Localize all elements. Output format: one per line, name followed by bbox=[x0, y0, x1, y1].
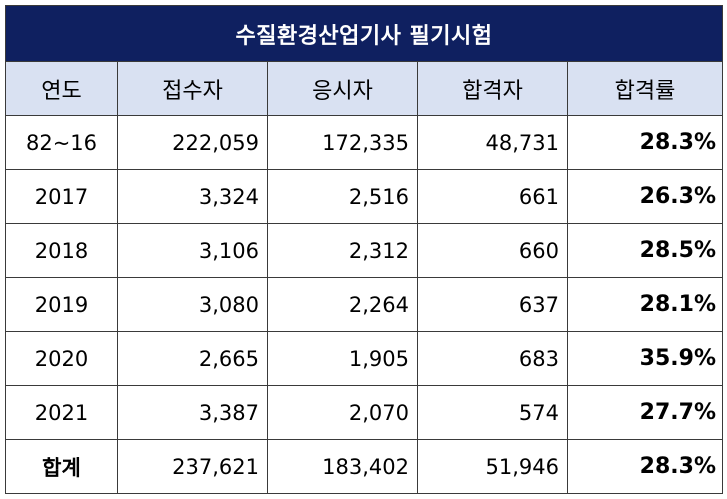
cell-pass-rate: 28.5% bbox=[567, 223, 723, 278]
total-row: 합계 237,621 183,402 51,946 28.3% bbox=[5, 439, 723, 494]
cell-examinees: 2,070 bbox=[267, 385, 418, 440]
cell-applicants: 3,387 bbox=[117, 385, 268, 440]
cell-pass-rate: 28.3% bbox=[567, 115, 723, 170]
cell-examinees: 172,335 bbox=[267, 115, 418, 170]
cell-applicants: 222,059 bbox=[117, 115, 268, 170]
cell-year: 82~16 bbox=[5, 115, 118, 170]
total-passers: 51,946 bbox=[417, 439, 568, 494]
header-passers: 합격자 bbox=[417, 61, 568, 116]
cell-passers: 574 bbox=[417, 385, 568, 440]
total-pass-rate: 28.3% bbox=[567, 439, 723, 494]
cell-applicants: 3,106 bbox=[117, 223, 268, 278]
cell-examinees: 1,905 bbox=[267, 331, 418, 386]
cell-examinees: 2,516 bbox=[267, 169, 418, 224]
table-row: 82~16 222,059 172,335 48,731 28.3% bbox=[5, 115, 723, 170]
cell-year: 2018 bbox=[5, 223, 118, 278]
total-examinees: 183,402 bbox=[267, 439, 418, 494]
total-label: 합계 bbox=[5, 439, 118, 494]
cell-year: 2020 bbox=[5, 331, 118, 386]
column-header-row: 연도 접수자 응시자 합격자 합격률 bbox=[5, 61, 723, 116]
cell-year: 2019 bbox=[5, 277, 118, 332]
exam-stats-table: 수질환경산업기사 필기시험 연도 접수자 응시자 합격자 합격률 82~16 2… bbox=[5, 5, 723, 494]
table-row: 2018 3,106 2,312 660 28.5% bbox=[5, 223, 723, 278]
table-title-row: 수질환경산업기사 필기시험 bbox=[5, 5, 723, 62]
cell-year: 2017 bbox=[5, 169, 118, 224]
header-applicants: 접수자 bbox=[117, 61, 268, 116]
cell-pass-rate: 27.7% bbox=[567, 385, 723, 440]
cell-year: 2021 bbox=[5, 385, 118, 440]
cell-passers: 660 bbox=[417, 223, 568, 278]
cell-applicants: 2,665 bbox=[117, 331, 268, 386]
header-pass-rate: 합격률 bbox=[567, 61, 723, 116]
cell-pass-rate: 28.1% bbox=[567, 277, 723, 332]
header-year: 연도 bbox=[5, 61, 118, 116]
header-examinees: 응시자 bbox=[267, 61, 418, 116]
table-row: 2019 3,080 2,264 637 28.1% bbox=[5, 277, 723, 332]
table-row: 2021 3,387 2,070 574 27.7% bbox=[5, 385, 723, 440]
total-applicants: 237,621 bbox=[117, 439, 268, 494]
cell-pass-rate: 35.9% bbox=[567, 331, 723, 386]
stats-table-container: 수질환경산업기사 필기시험 연도 접수자 응시자 합격자 합격률 82~16 2… bbox=[5, 5, 723, 494]
cell-examinees: 2,264 bbox=[267, 277, 418, 332]
cell-passers: 661 bbox=[417, 169, 568, 224]
cell-passers: 637 bbox=[417, 277, 568, 332]
cell-passers: 683 bbox=[417, 331, 568, 386]
cell-applicants: 3,324 bbox=[117, 169, 268, 224]
table-row: 2020 2,665 1,905 683 35.9% bbox=[5, 331, 723, 386]
table-title: 수질환경산업기사 필기시험 bbox=[5, 5, 723, 62]
cell-examinees: 2,312 bbox=[267, 223, 418, 278]
table-row: 2017 3,324 2,516 661 26.3% bbox=[5, 169, 723, 224]
cell-applicants: 3,080 bbox=[117, 277, 268, 332]
cell-pass-rate: 26.3% bbox=[567, 169, 723, 224]
cell-passers: 48,731 bbox=[417, 115, 568, 170]
